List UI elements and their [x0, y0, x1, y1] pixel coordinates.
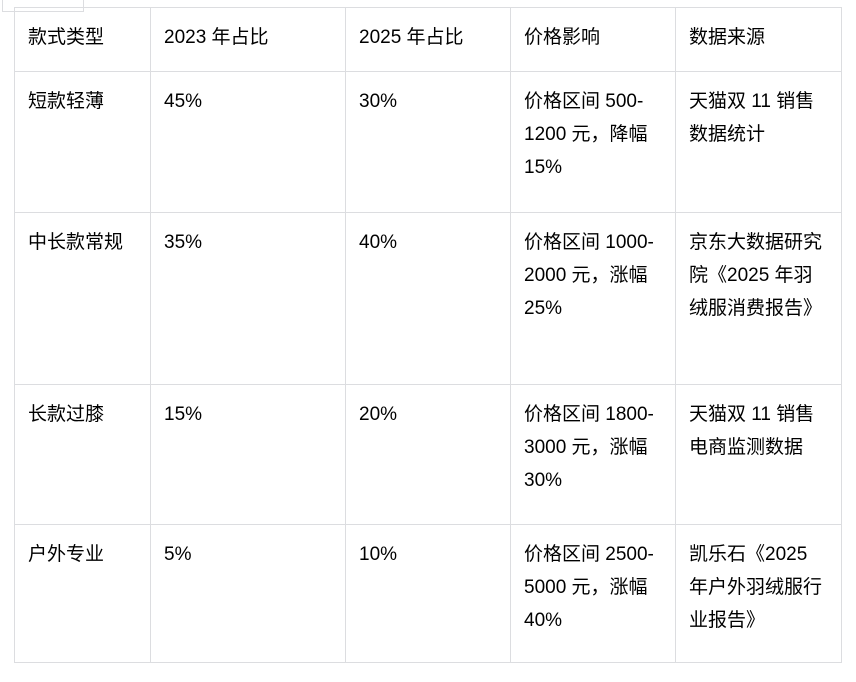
header-cell-price-impact[interactable]: 价格影响	[510, 7, 676, 72]
cell-price-impact[interactable]: 价格区间 2500-5000 元，涨幅 40%	[510, 524, 676, 663]
table-row: 户外专业 5% 10% 价格区间 2500-5000 元，涨幅 40% 凯乐石《…	[14, 524, 842, 663]
cell-data-source[interactable]: 凯乐石《2025 年户外羽绒服行业报告》	[675, 524, 842, 663]
header-cell-data-source[interactable]: 数据来源	[675, 7, 842, 72]
cell-2023-share[interactable]: 35%	[150, 212, 346, 385]
cell-style-type[interactable]: 中长款常规	[14, 212, 151, 385]
cell-2025-share[interactable]: 40%	[345, 212, 511, 385]
cell-data-source[interactable]: 天猫双 11 销售电商监测数据	[675, 384, 842, 525]
cell-2023-share[interactable]: 45%	[150, 71, 346, 213]
cell-2025-share[interactable]: 20%	[345, 384, 511, 525]
cell-price-impact[interactable]: 价格区间 500-1200 元，降幅 15%	[510, 71, 676, 213]
cell-data-source[interactable]: 京东大数据研究院《2025 年羽绒服消费报告》	[675, 212, 842, 385]
header-cell-2025-share[interactable]: 2025 年占比	[345, 7, 511, 72]
cell-2025-share[interactable]: 30%	[345, 71, 511, 213]
cell-style-type[interactable]: 长款过膝	[14, 384, 151, 525]
cell-2023-share[interactable]: 15%	[150, 384, 346, 525]
cell-price-impact[interactable]: 价格区间 1000-2000 元，涨幅 25%	[510, 212, 676, 385]
cell-2023-share[interactable]: 5%	[150, 524, 346, 663]
table-header-row: 款式类型 2023 年占比 2025 年占比 价格影响 数据来源	[14, 7, 842, 72]
cell-price-impact[interactable]: 价格区间 1800-3000 元，涨幅 30%	[510, 384, 676, 525]
cell-style-type[interactable]: 户外专业	[14, 524, 151, 663]
header-cell-style-type[interactable]: 款式类型	[14, 7, 151, 72]
cell-2025-share[interactable]: 10%	[345, 524, 511, 663]
table-row: 长款过膝 15% 20% 价格区间 1800-3000 元，涨幅 30% 天猫双…	[14, 384, 842, 525]
cell-data-source[interactable]: 天猫双 11 销售数据统计	[675, 71, 842, 213]
header-cell-2023-share[interactable]: 2023 年占比	[150, 7, 346, 72]
table-row: 中长款常规 35% 40% 价格区间 1000-2000 元，涨幅 25% 京东…	[14, 212, 842, 385]
cell-style-type[interactable]: 短款轻薄	[14, 71, 151, 213]
table-row: 短款轻薄 45% 30% 价格区间 500-1200 元，降幅 15% 天猫双 …	[14, 71, 842, 213]
style-category-table: 款式类型 2023 年占比 2025 年占比 价格影响 数据来源 短款轻薄 45…	[14, 7, 842, 663]
